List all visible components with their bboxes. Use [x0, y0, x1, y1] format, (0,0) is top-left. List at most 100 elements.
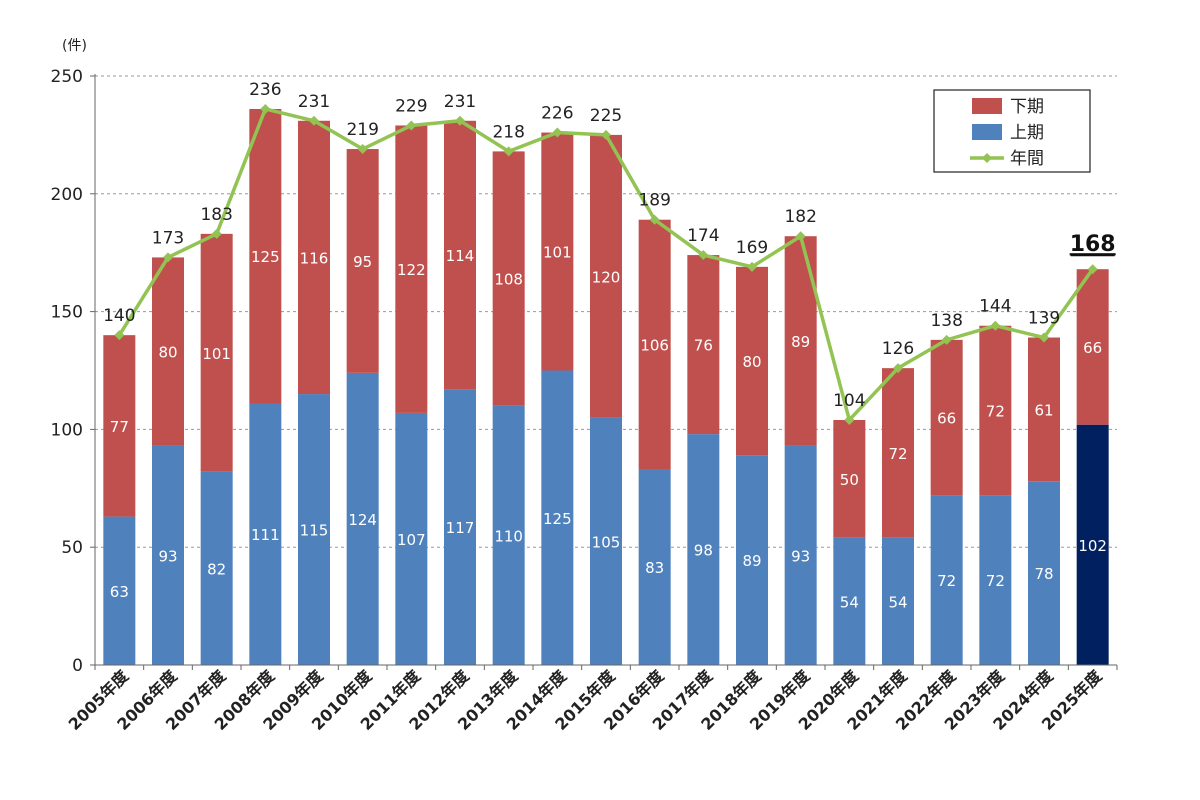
bar-first-half-label: 110 [494, 527, 523, 545]
bar-first-half-label: 93 [158, 547, 177, 565]
bar-second-half-label: 106 [640, 337, 669, 355]
y-tick-label: 0 [72, 656, 83, 676]
bar-second-half [736, 266, 768, 456]
bar-second-half [979, 325, 1012, 496]
bar-first-half-label: 117 [446, 519, 475, 537]
bar-first-half-label: 125 [543, 510, 572, 528]
bar-first-half-label: 54 [888, 593, 907, 611]
bar-second-half [200, 233, 233, 472]
bar-second-half [346, 149, 379, 373]
annual-total-label: 231 [444, 92, 476, 112]
y-tick-label: 250 [51, 67, 83, 87]
annual-total-label: 104 [833, 391, 865, 411]
bar-second-half-label: 77 [110, 418, 129, 436]
annual-point [552, 127, 563, 138]
annual-point [698, 250, 709, 261]
bar-second-half-label: 66 [937, 410, 956, 428]
bar-second-half [1076, 269, 1109, 425]
bar-first-half [736, 455, 768, 665]
annual-point [309, 115, 319, 126]
bar-first-half-label: 83 [645, 559, 664, 577]
bar-second-half [882, 368, 914, 538]
bar-first-half [444, 389, 476, 665]
bar-first-half-label: 98 [694, 542, 713, 560]
annual-total-label: 168 [1070, 232, 1116, 257]
bar-first-half [784, 445, 817, 665]
bar-first-half [298, 394, 330, 665]
annual-point [844, 414, 855, 425]
annual-point [357, 144, 368, 155]
bar-first-half [346, 372, 379, 665]
annual-point [649, 214, 660, 225]
y-tick-label: 150 [51, 303, 83, 323]
legend-box [933, 89, 1091, 173]
bar-first-half-label: 107 [397, 531, 426, 549]
bar-second-half [492, 151, 525, 406]
bar-first-half [541, 370, 574, 665]
bar-first-half [833, 537, 866, 665]
annual-point [455, 115, 465, 126]
bar-first-half [1076, 424, 1109, 665]
legend-label: 下期 [1010, 97, 1044, 117]
bar-first-half [249, 403, 282, 665]
bar-second-half-label: 89 [791, 333, 810, 351]
bar-first-half-label: 72 [937, 572, 956, 590]
bar-first-half [152, 445, 184, 665]
bar-first-half-label: 82 [207, 560, 226, 578]
bar-second-half-label: 66 [1083, 339, 1102, 357]
bar-second-half [590, 134, 622, 418]
bar-first-half [979, 495, 1012, 665]
annual-point [211, 228, 222, 239]
bar-first-half-label: 93 [791, 547, 810, 565]
bar-second-half-label: 61 [1034, 401, 1053, 419]
legend-label: 上期 [1010, 123, 1044, 143]
bar-second-half-label: 101 [543, 244, 572, 262]
bar-second-half [541, 132, 574, 371]
bar-second-half [249, 108, 282, 404]
bar-second-half-label: 80 [742, 353, 761, 371]
annual-total-label: 229 [395, 96, 427, 116]
legend-swatch [972, 98, 1002, 114]
y-axis-unit-label: (件) [62, 38, 87, 54]
bar-second-half-label: 116 [300, 249, 329, 267]
bar-second-half [687, 255, 720, 435]
annual-point [260, 103, 271, 114]
bar-first-half-label: 102 [1078, 537, 1107, 555]
bar-first-half [1028, 481, 1060, 665]
bar-second-half-label: 120 [592, 268, 621, 286]
bar-first-half-label: 54 [840, 593, 859, 611]
bar-second-half [152, 257, 184, 446]
annual-point [747, 261, 757, 272]
bar-second-half [1028, 337, 1060, 482]
data-labels: 63 77 93 80 82 101 111 125 115 116 124 95 107 122 117 1… [103, 80, 1116, 611]
bar-first-half [492, 405, 525, 665]
bar-first-half-label: 89 [742, 552, 761, 570]
annual-point [795, 231, 806, 242]
annual-total-label: 236 [249, 80, 281, 100]
annual-total-label: 225 [590, 106, 622, 126]
annual-total-label: 144 [979, 297, 1011, 317]
annual-total-label: 169 [736, 238, 768, 258]
bar-second-half-label: 80 [158, 344, 177, 362]
bar-second-half-label: 50 [840, 471, 859, 489]
bar-second-half [103, 335, 136, 517]
bar-first-half [200, 471, 233, 665]
annual-total-label: 174 [687, 226, 719, 246]
y-tick-label: 100 [51, 420, 83, 440]
bar-first-half [687, 434, 720, 665]
bar-second-half-label: 72 [888, 445, 907, 463]
annual-point [503, 146, 514, 157]
bar-first-half [638, 469, 671, 665]
annual-total-label: 126 [882, 339, 914, 359]
annual-point [990, 320, 1001, 331]
bar-second-half-label: 114 [446, 247, 475, 265]
bar-second-half [930, 339, 963, 496]
y-tick-label: 200 [51, 185, 83, 205]
bar-second-half-label: 101 [202, 345, 231, 363]
bar-second-half-label: 72 [986, 403, 1005, 421]
annual-total-label: 139 [1028, 309, 1060, 329]
bar-first-half-label: 111 [251, 526, 280, 544]
